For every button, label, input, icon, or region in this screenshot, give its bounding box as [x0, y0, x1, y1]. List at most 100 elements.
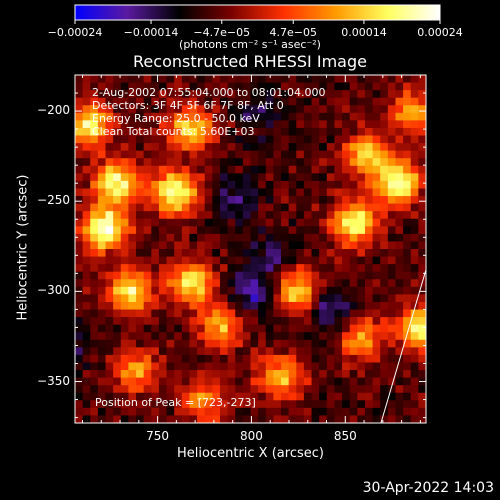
heatmap-cell: [227, 127, 236, 137]
heatmap-cell: [212, 127, 221, 137]
heatmap-cell: [174, 241, 183, 250]
heatmap-cell: [235, 271, 244, 280]
heatmap-cell: [281, 324, 290, 333]
heatmap-cell: [75, 165, 84, 174]
heatmap-cell: [364, 97, 374, 106]
heatmap-cell: [75, 127, 84, 137]
heatmap-cell: [120, 90, 130, 99]
heatmap-cell: [181, 362, 191, 371]
heatmap-cell: [311, 256, 320, 265]
heatmap-cell: [136, 196, 145, 205]
heatmap-cell: [158, 211, 168, 220]
heatmap-cell: [90, 339, 99, 348]
heatmap-cell: [303, 279, 313, 288]
heatmap-cell: [326, 233, 336, 243]
heatmap-cell: [151, 188, 160, 197]
heatmap-cell: [235, 97, 244, 106]
heatmap-cell: [75, 180, 84, 190]
heatmap-cell: [311, 165, 320, 174]
heatmap-cell: [288, 97, 297, 106]
heatmap-cell: [181, 158, 191, 167]
heatmap-cell: [334, 120, 343, 129]
heatmap-cell: [250, 127, 259, 137]
heatmap-cell: [113, 165, 122, 174]
heatmap-cell: [204, 211, 213, 220]
heatmap-cell: [326, 256, 336, 265]
heatmap-cell: [90, 309, 99, 318]
heatmap-cell: [364, 218, 374, 227]
heatmap-cell: [342, 127, 351, 137]
heatmap-cell: [105, 400, 114, 409]
heatmap-cell: [189, 158, 198, 167]
heatmap-cell: [212, 362, 221, 371]
heatmap-cell: [250, 407, 259, 417]
heatmap-cell: [410, 143, 419, 152]
heatmap-cell: [212, 158, 221, 167]
heatmap-cell: [334, 286, 343, 295]
heatmap-cell: [105, 150, 114, 159]
heatmap-cell: [136, 105, 145, 114]
heatmap-cell: [151, 256, 160, 265]
heatmap-cell: [326, 301, 336, 311]
heatmap-cell: [75, 90, 84, 99]
heatmap-cell: [128, 196, 137, 205]
heatmap-cell: [380, 112, 389, 121]
heatmap-cell: [120, 218, 130, 227]
heatmap-cell: [113, 120, 122, 129]
heatmap-cell: [319, 143, 328, 152]
heatmap-cell: [158, 256, 168, 265]
heatmap-cell: [357, 120, 366, 129]
heatmap-cell: [403, 377, 412, 386]
heatmap-cell: [105, 203, 114, 212]
heatmap-cell: [357, 211, 366, 220]
heatmap-cell: [158, 180, 168, 190]
heatmap-cell: [90, 294, 99, 303]
heatmap-cell: [273, 135, 282, 144]
heatmap-cell: [303, 301, 313, 311]
heatmap-cell: [105, 324, 114, 333]
heatmap-cell: [181, 226, 191, 235]
heatmap-cell: [113, 249, 122, 258]
heatmap-cell: [105, 75, 114, 84]
heatmap-cell: [181, 135, 191, 144]
heatmap-cell: [403, 332, 412, 341]
heatmap-cell: [410, 82, 419, 91]
heatmap-cell: [90, 347, 99, 356]
heatmap-cell: [219, 112, 229, 121]
heatmap-cell: [197, 332, 206, 341]
heatmap-cell: [372, 415, 381, 423]
heatmap-cell: [311, 264, 320, 273]
heatmap-cell: [242, 120, 252, 129]
heatmap-cell: [82, 218, 91, 227]
heatmap-cell: [364, 370, 374, 379]
heatmap-cell: [151, 309, 160, 318]
heatmap-cell: [212, 301, 221, 311]
heatmap-cell: [403, 180, 412, 190]
heatmap-cell: [212, 90, 221, 99]
heatmap-cell: [349, 241, 358, 250]
heatmap-cell: [75, 226, 84, 235]
heatmap-cell: [319, 211, 328, 220]
heatmap-cell: [334, 105, 343, 114]
heatmap-cell: [395, 317, 404, 326]
heatmap-cell: [273, 362, 282, 371]
heatmap-cell: [311, 317, 320, 326]
heatmap-cell: [326, 203, 336, 212]
heatmap-cell: [212, 173, 221, 182]
heatmap-cell: [258, 233, 267, 243]
heatmap-cell: [403, 256, 412, 265]
heatmap-cell: [212, 354, 221, 364]
heatmap-cell: [90, 112, 99, 121]
heatmap-cell: [418, 324, 426, 333]
heatmap-cell: [303, 377, 313, 386]
heatmap-cell: [120, 370, 130, 379]
heatmap-cell: [357, 362, 366, 371]
heatmap-cell: [342, 339, 351, 348]
heatmap-cell: [342, 385, 351, 394]
heatmap-cell: [265, 158, 274, 167]
heatmap-cell: [90, 90, 99, 99]
heatmap-cell: [418, 188, 426, 197]
heatmap-cell: [242, 233, 252, 243]
heatmap-cell: [326, 264, 336, 273]
heatmap-cell: [143, 75, 152, 84]
